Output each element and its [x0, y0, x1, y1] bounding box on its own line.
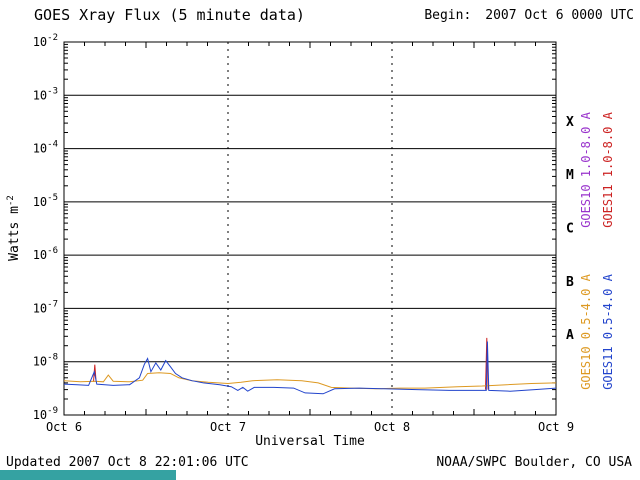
y-axis-label: Watts m-2 — [6, 195, 22, 261]
flare-class-letter: B — [566, 275, 574, 290]
begin-value: 2007 Oct 6 0000 UTC — [485, 8, 634, 23]
y-tick-label: 10-4 — [33, 140, 58, 156]
x-tick-label: Oct 7 — [210, 420, 246, 434]
y-axis-label-base: Watts m — [7, 206, 23, 261]
legend-goes10-short: GOES10 0.5-4.0 A — [579, 274, 593, 390]
begin-label: Begin: — [424, 8, 472, 23]
plot-border — [63, 41, 557, 416]
series-goes10-short — [63, 372, 557, 390]
y-tick-label: 10-6 — [33, 246, 58, 262]
y-tick-label: 10-2 — [33, 33, 58, 49]
flare-class-letter: A — [566, 328, 574, 343]
flare-class-letter: C — [566, 222, 574, 237]
series-goes11-short — [63, 341, 557, 395]
legend-goes11-short: GOES11 0.5-4.0 A — [601, 274, 615, 390]
y-tick-label: 10-7 — [33, 299, 58, 315]
updated-timestamp: Updated 2007 Oct 8 22:01:06 UTC — [6, 455, 249, 470]
flare-class-letter: X — [566, 115, 574, 130]
legend-goes10-long: GOES10 1.0-8.0 A — [579, 112, 593, 228]
legend-goes11-long: GOES11 1.0-8.0 A — [601, 112, 615, 228]
bottom-teal-strip — [0, 470, 176, 480]
y-tick-label: 10-5 — [33, 193, 58, 209]
flare-class-letter: M — [566, 168, 574, 183]
x-tick-label: Oct 9 — [538, 420, 574, 434]
x-tick-label: Oct 6 — [46, 420, 82, 434]
y-tick-label: 10-8 — [33, 353, 58, 369]
source-credit: NOAA/SWPC Boulder, CO USA — [436, 455, 632, 470]
y-axis-label-exponent: -2 — [5, 195, 16, 207]
series-goes11-long — [93, 337, 489, 390]
y-tick-label: 10-3 — [33, 86, 58, 102]
page-title: GOES Xray Flux (5 minute data) — [34, 6, 305, 24]
x-tick-label: Oct 8 — [374, 420, 410, 434]
x-axis-label: Universal Time — [255, 434, 365, 449]
begin-timestamp: Begin: 2007 Oct 6 0000 UTC — [424, 8, 634, 23]
